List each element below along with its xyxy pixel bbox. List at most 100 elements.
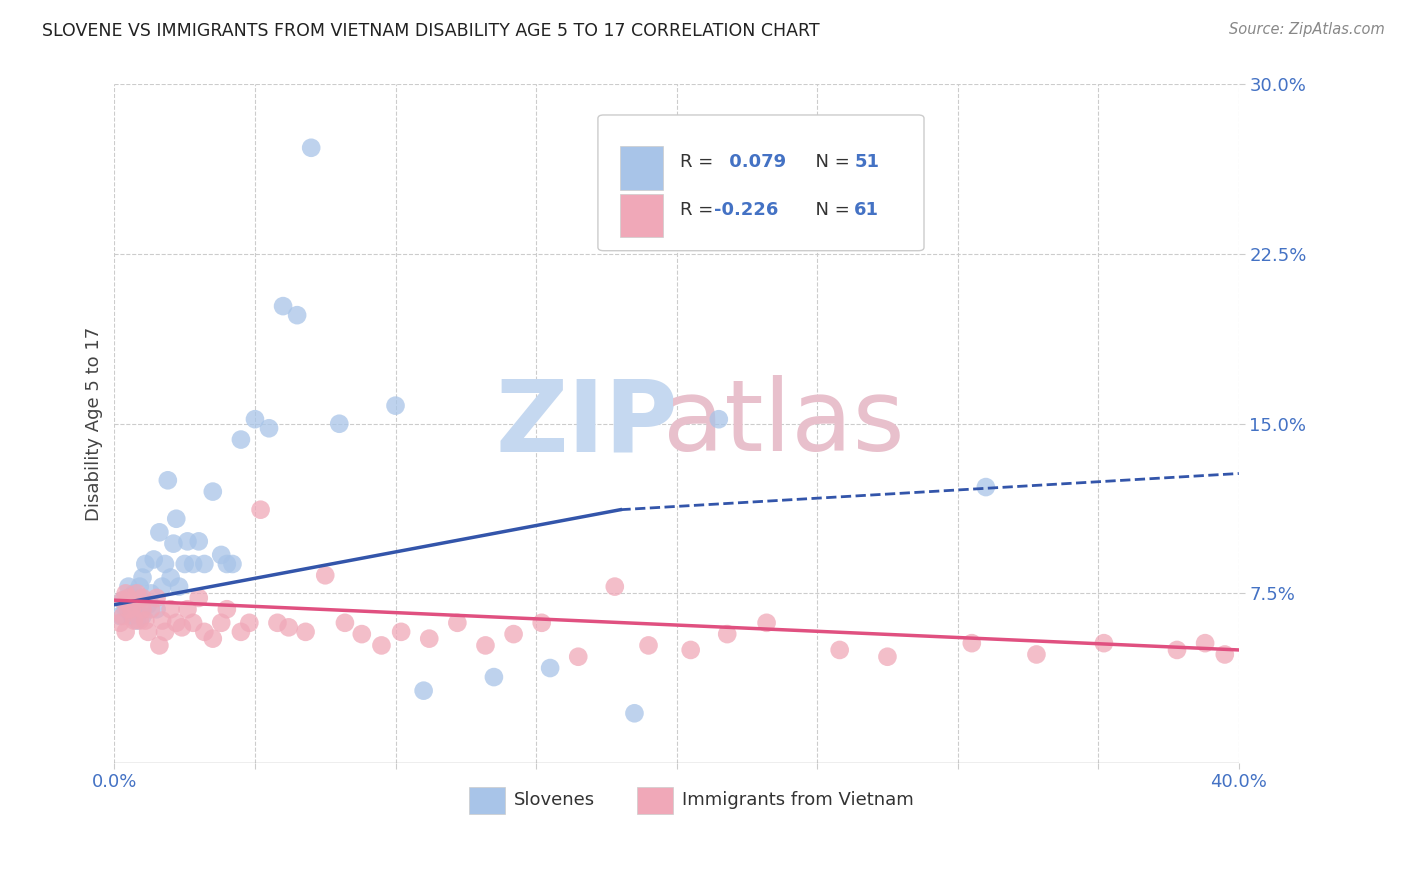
Point bbox=[145, 591, 167, 605]
Point bbox=[384, 399, 406, 413]
Point bbox=[131, 602, 153, 616]
Point bbox=[114, 586, 136, 600]
Point bbox=[131, 570, 153, 584]
Point bbox=[299, 141, 322, 155]
Point bbox=[201, 484, 224, 499]
Point bbox=[370, 639, 392, 653]
Text: N =: N = bbox=[804, 153, 855, 171]
FancyBboxPatch shape bbox=[620, 146, 664, 190]
Point bbox=[117, 602, 139, 616]
Text: SLOVENE VS IMMIGRANTS FROM VIETNAM DISABILITY AGE 5 TO 17 CORRELATION CHART: SLOVENE VS IMMIGRANTS FROM VIETNAM DISAB… bbox=[42, 22, 820, 40]
Point bbox=[418, 632, 440, 646]
Point bbox=[120, 602, 142, 616]
Point bbox=[122, 602, 145, 616]
Point bbox=[221, 557, 243, 571]
Point bbox=[294, 624, 316, 639]
Point bbox=[139, 586, 162, 600]
Point bbox=[148, 639, 170, 653]
Point bbox=[209, 615, 232, 630]
Point bbox=[117, 591, 139, 605]
Point bbox=[111, 609, 134, 624]
Point bbox=[716, 627, 738, 641]
Point bbox=[122, 586, 145, 600]
Text: R =: R = bbox=[681, 153, 718, 171]
Text: 61: 61 bbox=[855, 201, 879, 219]
Point bbox=[974, 480, 997, 494]
Point bbox=[623, 706, 645, 721]
Point bbox=[266, 615, 288, 630]
Point bbox=[1025, 648, 1047, 662]
Point bbox=[201, 632, 224, 646]
Point bbox=[117, 591, 139, 605]
Text: atlas: atlas bbox=[662, 376, 904, 472]
Point bbox=[165, 512, 187, 526]
Point bbox=[187, 591, 209, 605]
Point bbox=[156, 473, 179, 487]
Point bbox=[159, 570, 181, 584]
Text: Slovenes: Slovenes bbox=[513, 791, 595, 809]
Point bbox=[122, 614, 145, 628]
Point bbox=[530, 615, 553, 630]
Point bbox=[876, 649, 898, 664]
Text: 51: 51 bbox=[855, 153, 879, 171]
Point bbox=[446, 615, 468, 630]
Point bbox=[243, 412, 266, 426]
Point bbox=[134, 557, 156, 571]
Point bbox=[117, 580, 139, 594]
Point bbox=[159, 602, 181, 616]
Point bbox=[181, 615, 204, 630]
Text: 0.079: 0.079 bbox=[723, 153, 786, 171]
Point bbox=[193, 557, 215, 571]
FancyBboxPatch shape bbox=[620, 194, 664, 237]
Point bbox=[271, 299, 294, 313]
Point bbox=[277, 620, 299, 634]
Point bbox=[603, 580, 626, 594]
Point bbox=[637, 639, 659, 653]
Point bbox=[162, 536, 184, 550]
Point bbox=[150, 614, 173, 628]
Text: ZIP: ZIP bbox=[495, 376, 678, 472]
Point bbox=[145, 602, 167, 616]
Point bbox=[229, 624, 252, 639]
Point bbox=[412, 683, 434, 698]
Point bbox=[350, 627, 373, 641]
Point bbox=[111, 593, 134, 607]
Point bbox=[1213, 648, 1236, 662]
Point bbox=[707, 412, 730, 426]
Point bbox=[170, 620, 193, 634]
Point bbox=[108, 615, 131, 630]
Point bbox=[181, 557, 204, 571]
Point bbox=[1092, 636, 1115, 650]
Point bbox=[150, 580, 173, 594]
Point bbox=[328, 417, 350, 431]
Text: Immigrants from Vietnam: Immigrants from Vietnam bbox=[682, 791, 914, 809]
Text: N =: N = bbox=[804, 201, 855, 219]
Point bbox=[125, 602, 148, 616]
Point bbox=[128, 580, 150, 594]
Point bbox=[108, 609, 131, 624]
Point bbox=[125, 586, 148, 600]
Point bbox=[148, 525, 170, 540]
Point bbox=[1166, 643, 1188, 657]
Point bbox=[136, 624, 159, 639]
Point bbox=[679, 643, 702, 657]
Point bbox=[209, 548, 232, 562]
Point bbox=[285, 308, 308, 322]
Point bbox=[215, 557, 238, 571]
Point bbox=[176, 602, 198, 616]
Point bbox=[828, 643, 851, 657]
Text: R =: R = bbox=[681, 201, 718, 219]
Point bbox=[136, 598, 159, 612]
FancyBboxPatch shape bbox=[598, 115, 924, 251]
Point bbox=[153, 624, 176, 639]
FancyBboxPatch shape bbox=[637, 787, 673, 814]
Point bbox=[131, 591, 153, 605]
Point bbox=[153, 557, 176, 571]
Point bbox=[134, 614, 156, 628]
Point bbox=[142, 552, 165, 566]
Point bbox=[125, 614, 148, 628]
Point bbox=[257, 421, 280, 435]
Point bbox=[165, 615, 187, 630]
Point bbox=[215, 602, 238, 616]
Point bbox=[128, 591, 150, 605]
